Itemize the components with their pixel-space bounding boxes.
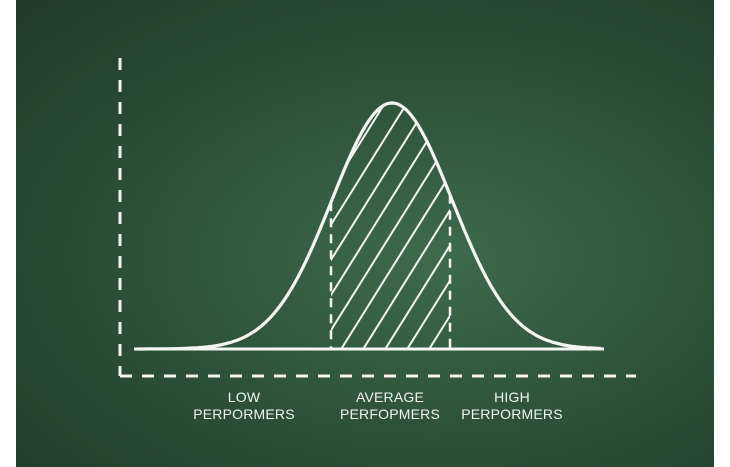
hatch-line: [137, 87, 307, 359]
hatch-line: [159, 87, 329, 359]
average-performers-label: AVERAGE PERFOPMERS: [339, 389, 440, 422]
hatch-line: [331, 103, 396, 349]
average-region-hatching: [71, 87, 681, 359]
hatch-line: [422, 103, 450, 349]
high-performers-label: HIGH PERPORMERS: [461, 389, 563, 422]
hatch-line: [115, 87, 285, 359]
hatch-line: [331, 103, 450, 349]
hatch-line: [331, 103, 352, 349]
hatch-line: [356, 103, 450, 349]
bell-curve: [136, 101, 602, 351]
hatch-line: [511, 87, 681, 359]
hatch-line: [467, 87, 637, 359]
hatch-line: [444, 103, 450, 349]
hatch-line: [378, 103, 450, 349]
hatch-line: [331, 103, 374, 349]
hatch-line: [400, 103, 450, 349]
chalkboard-background: [16, 0, 714, 467]
hatch-line: [71, 87, 241, 359]
hatch-line: [334, 103, 450, 349]
low-performers-label: LOW PERPORMERS: [193, 389, 295, 422]
hatch-line: [331, 103, 440, 349]
hatch-line: [331, 103, 450, 349]
